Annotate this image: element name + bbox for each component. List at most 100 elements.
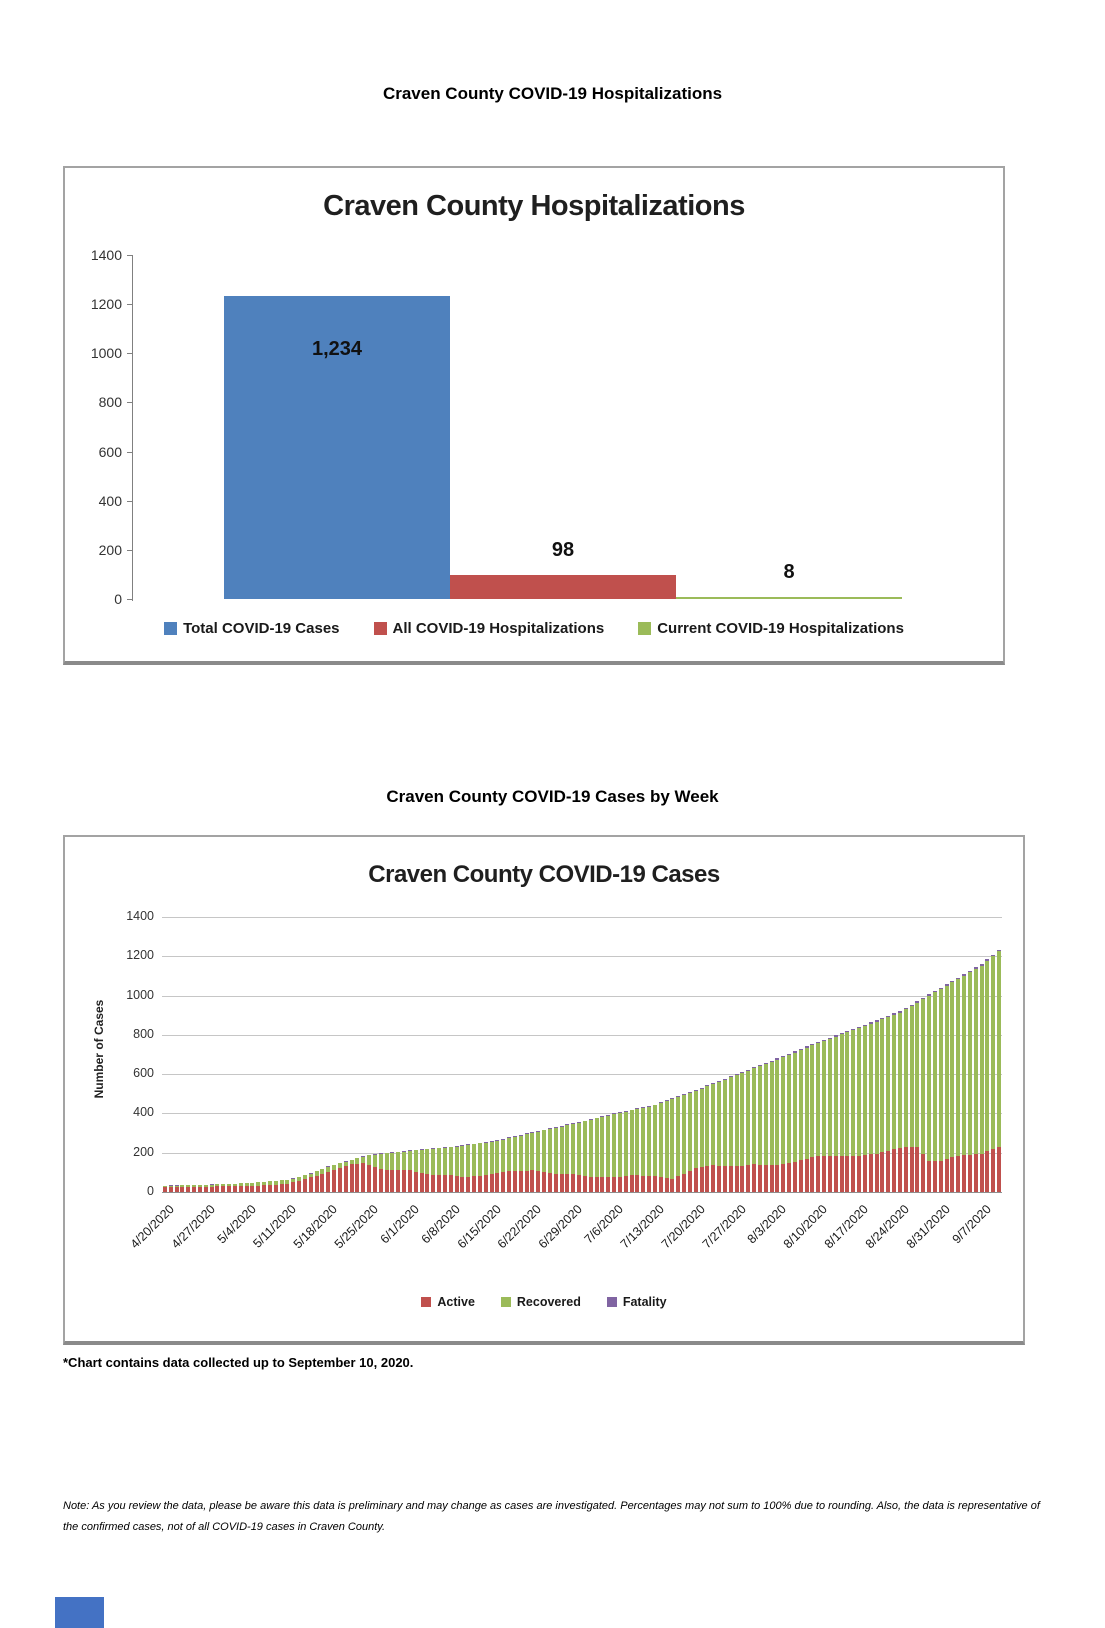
bar-segment-recovered <box>956 979 961 1156</box>
bar-segment-active <box>396 1170 401 1192</box>
bar-segment-active <box>606 1177 611 1192</box>
bar-segment-fatality <box>892 1013 897 1015</box>
bar-segment-fatality <box>880 1017 885 1020</box>
stacked-bar-day-114 <box>827 1037 832 1192</box>
bar-segment-active <box>238 1186 243 1192</box>
chart2-x-tick-label: 6/8/2020 <box>418 1202 463 1247</box>
bar-segment-active <box>262 1185 267 1192</box>
bar-segment-active <box>857 1155 862 1192</box>
stacked-bar-day-62 <box>524 1133 529 1192</box>
bar-segment-recovered <box>752 1068 757 1165</box>
stacked-bar-day-141 <box>985 959 990 1192</box>
bar-segment-fatality <box>903 1007 908 1010</box>
bar-segment-fatality <box>518 1134 523 1136</box>
stacked-bar-day-34 <box>361 1156 366 1192</box>
stacked-bar-day-131 <box>927 994 932 1192</box>
bar-segment-recovered <box>413 1150 418 1172</box>
bar-segment-fatality <box>536 1130 541 1132</box>
bar-segment-recovered <box>273 1181 278 1185</box>
bar-segment-recovered <box>588 1119 593 1178</box>
stacked-bar-day-80 <box>629 1109 634 1192</box>
chart1-y-tick-label: 600 <box>98 443 122 460</box>
bar-segment-active <box>985 1151 990 1192</box>
bar-segment-recovered <box>769 1061 774 1166</box>
chart2-x-tick-label: 6/29/2020 <box>535 1202 586 1252</box>
chart1-y-axis-line <box>132 255 133 601</box>
bar-segment-recovered <box>337 1163 342 1169</box>
legend-swatch <box>373 622 387 635</box>
stacked-bar-day-106 <box>781 1056 786 1192</box>
bar-segment-recovered <box>979 965 984 1154</box>
bar-segment-recovered <box>162 1185 167 1188</box>
bar-segment-fatality <box>582 1120 587 1122</box>
bar-segment-fatality <box>559 1125 564 1127</box>
bar-segment-active <box>886 1150 891 1192</box>
chart2-legend: Active Recovered Fatality <box>65 1295 1023 1309</box>
bar-segment-active <box>676 1176 681 1192</box>
bar-segment-active <box>215 1186 220 1192</box>
stacked-bar-day-69 <box>565 1124 570 1192</box>
stacked-bar-day-100 <box>746 1069 751 1192</box>
bar-segment-recovered <box>927 995 932 1161</box>
bar-segment-recovered <box>431 1148 436 1175</box>
bar-segment-active <box>944 1159 949 1192</box>
bar-segment-fatality <box>402 1150 407 1152</box>
bar-segment-recovered <box>635 1109 640 1176</box>
bar-segment-recovered <box>501 1139 506 1173</box>
bar-segment-active <box>880 1152 885 1192</box>
stacked-bar-day-0 <box>162 1185 167 1192</box>
bar-segment-recovered <box>699 1088 704 1168</box>
stacked-bar-day-28 <box>326 1166 331 1192</box>
bar-segment-recovered <box>186 1185 191 1187</box>
bar-segment-active <box>711 1165 716 1192</box>
bar-segment-fatality <box>617 1112 622 1114</box>
bar-segment-recovered <box>396 1152 401 1171</box>
bar-segment-fatality <box>711 1083 716 1085</box>
bar-segment-recovered <box>454 1146 459 1176</box>
bar-segment-active <box>588 1177 593 1192</box>
bar-segment-active <box>647 1176 652 1192</box>
chart1-y-tick-mark <box>127 599 132 600</box>
bar-segment-active <box>209 1186 214 1192</box>
bar-segment-recovered <box>512 1136 517 1172</box>
bar-segment-fatality <box>553 1126 558 1128</box>
stacked-bar-day-54 <box>477 1142 482 1192</box>
stacked-bar-day-86 <box>664 1100 669 1192</box>
stacked-bar-day-19 <box>273 1180 278 1192</box>
bar-segment-fatality <box>670 1098 675 1100</box>
bar-segment-recovered <box>390 1152 395 1171</box>
bar-segment-recovered <box>915 1002 920 1147</box>
legend-label: Current COVID-19 Hospitalizations <box>657 620 904 637</box>
stacked-bar-day-92 <box>699 1087 704 1192</box>
bar-segment-fatality <box>927 994 932 996</box>
stacked-bar-day-102 <box>757 1065 762 1192</box>
bar-segment-recovered <box>897 1012 902 1148</box>
bar-segment-fatality <box>822 1039 827 1041</box>
bar-segment-fatality <box>565 1124 570 1126</box>
stacked-bar-day-74 <box>594 1117 599 1192</box>
bar-segment-recovered <box>781 1057 786 1165</box>
chart2-x-tick-label: 5/18/2020 <box>290 1202 341 1252</box>
stacked-bar-day-82 <box>641 1107 646 1192</box>
bar-segment-fatality <box>897 1011 902 1013</box>
bar-segment-fatality <box>752 1067 757 1069</box>
stacked-bar-day-36 <box>372 1154 377 1192</box>
chart2-y-tick-label: 1000 <box>126 987 154 1002</box>
stacked-bar-day-85 <box>658 1102 663 1192</box>
stacked-bar-day-140 <box>979 964 984 1192</box>
chart2-gridline <box>162 1192 1002 1193</box>
bar-segment-fatality <box>763 1062 768 1064</box>
bar-segment-recovered <box>839 1034 844 1156</box>
bar-segment-active <box>921 1153 926 1192</box>
stacked-bar-day-95 <box>717 1080 722 1192</box>
bar-segment-recovered <box>641 1107 646 1176</box>
bar-segment-recovered <box>407 1150 412 1171</box>
bar-segment-recovered <box>384 1153 389 1171</box>
stacked-bar-day-89 <box>682 1094 687 1192</box>
chart2-x-tick-label: 7/20/2020 <box>658 1202 708 1252</box>
bar-segment-active <box>279 1184 284 1192</box>
bar-segment-fatality <box>413 1149 418 1151</box>
bar-segment-active <box>320 1173 325 1192</box>
bar-segment-fatality <box>857 1027 862 1029</box>
bar-segment-active <box>448 1175 453 1192</box>
